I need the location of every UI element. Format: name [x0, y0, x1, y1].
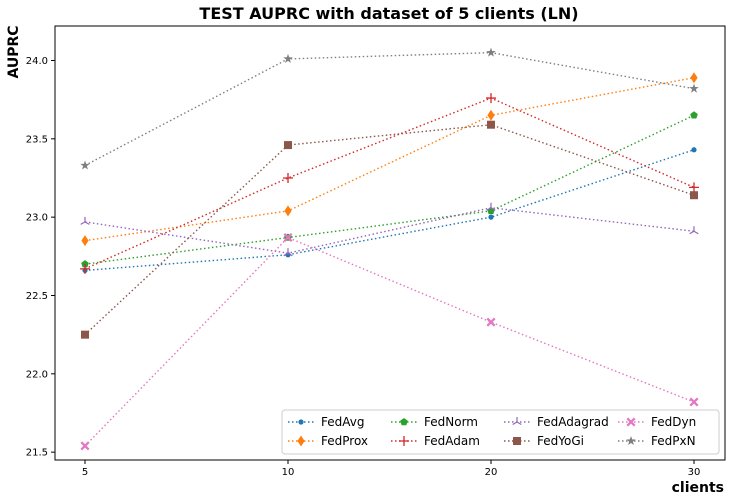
legend-marker — [626, 436, 636, 446]
legend-entry-feddyn: FedDyn — [618, 415, 696, 429]
x-tick-label: 30 — [688, 467, 701, 478]
data-point — [488, 214, 494, 220]
legend-label: FedAvg — [321, 415, 364, 429]
data-point — [486, 93, 496, 104]
x-tick-label: 10 — [282, 467, 295, 478]
data-point — [689, 397, 699, 407]
data-point — [284, 205, 292, 217]
data-point — [689, 226, 699, 235]
legend-label: FedAdam — [424, 434, 480, 448]
series-fedavg — [82, 147, 697, 274]
y-axis-label: AUPRC — [6, 25, 22, 78]
series-line — [84, 77, 695, 242]
data-point — [689, 83, 699, 93]
legend-label: FedProx — [321, 434, 368, 448]
plot-area-frame — [54, 25, 726, 461]
data-point — [80, 160, 90, 170]
axis-ticks: 5 10 20 30 21.5 22.0 22.5 23.0 23.5 24.0 — [26, 56, 701, 478]
series-fedpxn — [80, 47, 699, 170]
x-tick-label: 20 — [485, 467, 498, 478]
legend-entry-fedadagrad: FedAdagrad — [504, 415, 609, 429]
legend-label: FedDyn — [651, 415, 696, 429]
legend-marker — [399, 436, 409, 446]
legend-label: FedYoGi — [537, 434, 584, 448]
y-tick-label: 23.5 — [26, 134, 48, 145]
data-point — [283, 53, 293, 63]
data-point — [283, 233, 293, 243]
x-tick-label: 5 — [82, 467, 88, 478]
series-line — [84, 123, 695, 336]
chart-title: TEST AUPRC with dataset of 5 clients (LN… — [199, 4, 578, 23]
data-point — [81, 235, 89, 247]
series-line — [84, 114, 695, 265]
series-fednorm — [81, 111, 698, 268]
data-point — [690, 191, 698, 200]
legend: FedAvg FedProx FedNorm FedAdam FedAdagrad Fed… — [281, 409, 720, 455]
legend-label: FedPxN — [651, 434, 696, 448]
data-point — [81, 260, 89, 268]
data-point — [690, 72, 698, 84]
x-axis-label: clients — [672, 480, 724, 496]
legend-entry-fedpxn: FedPxN — [618, 434, 696, 448]
legend-label: FedAdagrad — [537, 415, 609, 429]
legend-marker — [513, 437, 521, 445]
legend-marker — [298, 419, 304, 425]
series-fedadam — [80, 93, 699, 274]
data-point — [80, 263, 90, 274]
y-tick-label: 24.0 — [26, 56, 48, 67]
data-point — [283, 248, 293, 257]
data-point — [487, 120, 495, 129]
series-line — [84, 149, 695, 272]
series-line — [84, 51, 695, 167]
data-point — [689, 182, 699, 193]
legend-frame — [281, 409, 720, 455]
legend-marker — [400, 418, 408, 426]
data-point — [690, 111, 698, 119]
legend-entry-fedadam: FedAdam — [391, 434, 480, 448]
data-point — [80, 441, 90, 451]
legend-marker — [297, 435, 305, 447]
data-point — [487, 109, 495, 121]
series-group — [80, 47, 699, 451]
y-tick-label: 22.0 — [26, 369, 48, 380]
legend-marker — [512, 417, 522, 426]
series-feddyn — [80, 233, 699, 451]
y-tick-label: 23.0 — [26, 213, 48, 224]
series-line — [84, 207, 695, 254]
y-tick-label: 21.5 — [26, 448, 48, 459]
legend-entry-fedprox: FedProx — [288, 434, 368, 448]
series-line — [84, 236, 695, 447]
series-fedprox — [81, 72, 698, 247]
series-fedyogi — [81, 120, 698, 339]
legend-entry-fedyogi: FedYoGi — [504, 434, 584, 448]
series-fedadagrad — [80, 202, 699, 257]
data-point — [691, 147, 697, 153]
series-line — [84, 97, 695, 270]
data-point — [486, 47, 496, 57]
legend-entry-fednorm: FedNorm — [391, 415, 478, 429]
data-point — [284, 141, 292, 150]
y-tick-label: 22.5 — [26, 291, 48, 302]
data-point — [486, 317, 496, 327]
legend-label: FedNorm — [424, 415, 478, 429]
data-point — [81, 330, 89, 339]
legend-entry-fedavg: FedAvg — [288, 415, 364, 429]
data-point — [486, 202, 496, 211]
legend-marker — [626, 417, 636, 427]
data-point — [80, 216, 90, 225]
data-point — [283, 172, 293, 183]
